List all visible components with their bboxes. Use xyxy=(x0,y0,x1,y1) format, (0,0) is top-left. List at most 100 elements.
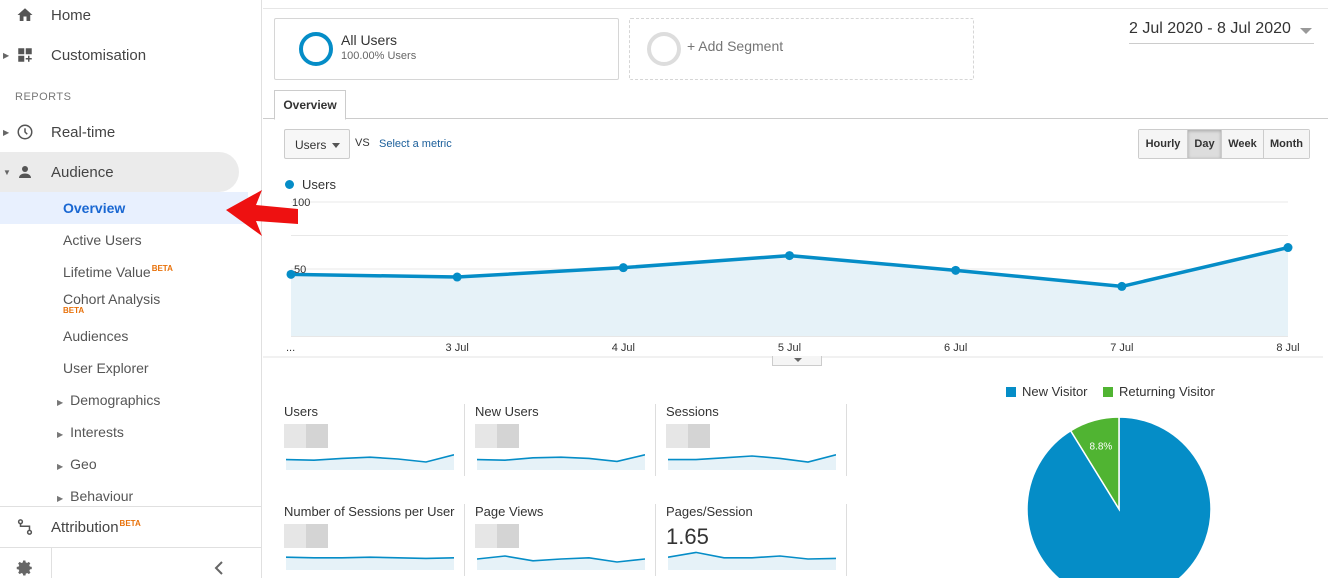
sidebar-item-user-explorer[interactable]: User Explorer xyxy=(63,360,149,376)
y-tick-label: 100 xyxy=(292,197,310,209)
segment-subtitle: 100.00% Users xyxy=(341,50,417,62)
x-tick-label: 6 Jul xyxy=(944,342,967,354)
chevron-down-icon xyxy=(332,143,340,148)
legend-swatch xyxy=(1006,386,1016,397)
redacted-value xyxy=(475,524,519,548)
metric-tile[interactable]: Sessions xyxy=(666,404,847,472)
tile-divider xyxy=(846,404,847,476)
chevron-right-icon: ▶ xyxy=(57,430,64,439)
sidebar-item-realtime[interactable]: ▶ Real-time xyxy=(0,114,262,150)
data-point[interactable] xyxy=(618,263,628,273)
beta-badge: BETA xyxy=(151,264,173,274)
sidebar-item-customisation[interactable]: ▶ Customisation xyxy=(0,37,262,73)
metric-name: New Users xyxy=(475,404,539,419)
sparkline xyxy=(477,454,645,470)
users-line-chart: ... 3 Jul 4 Jul 5 Jul 6 Jul 7 Jul 8 Jul 100 50 xyxy=(263,197,1323,358)
sidebar-item-demographics[interactable]: ▶ Demographics xyxy=(57,392,160,408)
period-week-button[interactable]: Week xyxy=(1221,130,1263,158)
gear-icon[interactable] xyxy=(16,559,34,577)
metric-name: Pages/Session xyxy=(666,504,753,519)
data-point[interactable] xyxy=(286,269,296,279)
date-range-picker[interactable]: 2 Jul 2020 - 8 Jul 2020 xyxy=(1129,20,1314,44)
metric-tile[interactable]: Page Views xyxy=(475,504,656,572)
metric-value: 1.65 xyxy=(666,524,709,549)
chevron-right-icon: ▶ xyxy=(57,398,64,407)
pie-legend-returning: Returning Visitor xyxy=(1103,384,1215,399)
sidebar-item-lifetime-value[interactable]: Lifetime ValueBETA xyxy=(63,264,173,280)
beta-badge: BETA xyxy=(119,518,141,528)
tile-divider xyxy=(464,404,465,476)
tab-overview[interactable]: Overview xyxy=(274,90,346,120)
sidebar-item-home[interactable]: Home xyxy=(0,0,262,33)
sidebar-item-audience[interactable]: ▼ Audience xyxy=(0,154,262,190)
segment-ring-icon xyxy=(299,32,333,66)
chevron-right-icon: ▶ xyxy=(3,127,10,137)
home-icon xyxy=(17,8,33,21)
sidebar-item-cohort-analysis[interactable]: Cohort Analysis xyxy=(63,291,161,307)
redacted-value xyxy=(475,424,519,448)
sidebar-item-label: Home xyxy=(51,6,92,24)
chevron-down-icon: ▼ xyxy=(3,167,11,177)
segment-all-users[interactable]: All Users 100.00% Users xyxy=(274,18,619,80)
sparkline xyxy=(477,555,645,570)
segment-ring-icon xyxy=(647,32,681,66)
sidebar-item-label: Behaviour xyxy=(70,488,134,504)
sidebar-item-label: Customisation xyxy=(51,46,147,64)
redacted-value xyxy=(284,424,328,448)
tile-divider xyxy=(846,504,847,576)
reports-header: REPORTS xyxy=(15,91,72,103)
sidebar-item-behaviour[interactable]: ▶ Behaviour xyxy=(57,488,133,504)
sidebar-item-overview[interactable]: Overview xyxy=(63,200,126,216)
sidebar-item-label: Real-time xyxy=(51,123,116,141)
data-point[interactable] xyxy=(1117,281,1127,291)
sidebar-item-interests[interactable]: ▶ Interests xyxy=(57,424,124,440)
metric-tile[interactable]: Pages/Session 1.65 xyxy=(666,504,847,572)
segment-title: All Users xyxy=(341,32,398,48)
period-month-button[interactable]: Month xyxy=(1263,130,1309,158)
metric-name: Page Views xyxy=(475,504,544,519)
sidebar-item-label: AttributionBETA xyxy=(51,519,141,536)
x-tick-label: 8 Jul xyxy=(1276,342,1299,354)
sidebar-item-label: Interests xyxy=(70,424,124,440)
chevron-right-icon: ▶ xyxy=(3,50,10,60)
attribution-icon xyxy=(17,519,33,535)
legend-swatch xyxy=(1103,386,1113,397)
area-fill xyxy=(291,247,1288,336)
sidebar-item-label: Lifetime Value xyxy=(63,264,151,280)
pie-slice-returning-visitor[interactable] xyxy=(1069,416,1120,512)
collapse-sidebar-icon[interactable] xyxy=(214,561,224,575)
beta-badge: BETA xyxy=(63,306,85,315)
add-segment-label: + Add Segment xyxy=(687,38,784,54)
divider xyxy=(51,548,52,578)
sidebar-item-label: Demographics xyxy=(70,392,161,408)
chevron-right-icon: ▶ xyxy=(57,462,64,471)
metric-tile[interactable]: New Users xyxy=(475,404,656,472)
sidebar-item-geo[interactable]: ▶ Geo xyxy=(57,456,97,472)
sidebar-item-attribution[interactable]: AttributionBETA xyxy=(0,509,262,545)
data-point[interactable] xyxy=(785,251,794,261)
legend-dot xyxy=(285,180,294,189)
x-tick-label: 4 Jul xyxy=(612,342,635,354)
metric-select[interactable]: Users xyxy=(284,129,350,159)
sidebar-item-audiences[interactable]: Audiences xyxy=(63,328,129,344)
period-day-button[interactable]: Day xyxy=(1187,130,1221,158)
redacted-value xyxy=(284,524,328,548)
period-toggle: Hourly Day Week Month xyxy=(1138,129,1310,159)
x-tick-label: 3 Jul xyxy=(446,342,469,354)
sidebar-item-label: Audience xyxy=(51,163,114,181)
sidebar-item-active-users[interactable]: Active Users xyxy=(63,232,142,248)
tile-divider xyxy=(464,504,465,576)
data-point[interactable] xyxy=(1283,243,1293,253)
period-hourly-button[interactable]: Hourly xyxy=(1139,130,1187,158)
metric-tile[interactable]: Users xyxy=(284,404,465,472)
x-tick-label: 7 Jul xyxy=(1110,342,1133,354)
data-point[interactable] xyxy=(951,265,961,275)
chart-collapse-tab[interactable] xyxy=(772,356,822,366)
add-segment-button[interactable]: + Add Segment xyxy=(629,18,974,80)
select-metric-link[interactable]: Select a metric xyxy=(379,138,452,150)
date-range-text: 2 Jul 2020 - 8 Jul 2020 xyxy=(1129,20,1291,37)
divider xyxy=(0,547,262,548)
data-point[interactable] xyxy=(452,272,462,282)
metric-tile[interactable]: Number of Sessions per User xyxy=(284,504,465,572)
chevron-right-icon: ▶ xyxy=(57,494,64,503)
